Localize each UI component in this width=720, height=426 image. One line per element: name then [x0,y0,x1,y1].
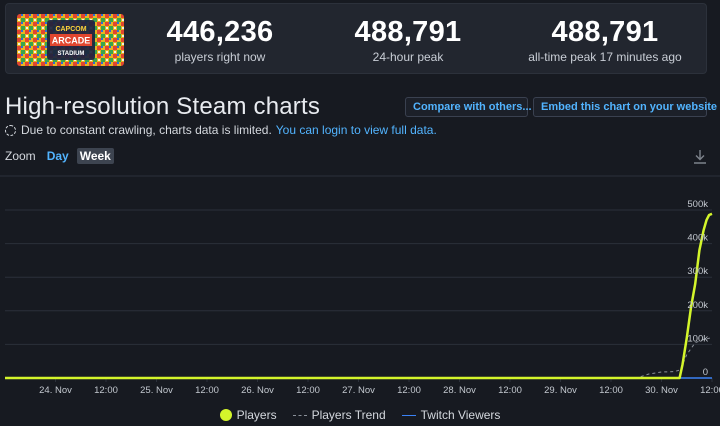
stat-label: all-time peak 17 minutes ago [528,50,682,64]
stat-all-time-peak: 488,791 all-time peak 17 minutes ago [524,16,686,65]
player-count-chart[interactable]: 0 100k 200k 300k 400k 500k 24. Nov 12:00 25. No… [0,168,720,404]
stats-card: CAPCOM ARCADE STADIUM 446,236 players ri… [5,3,707,74]
x-tick-label: 12:00 [195,385,219,396]
loading-circle-icon [5,124,16,136]
page-title: High-resolution Steam charts [5,93,321,120]
legend-item-players[interactable]: Players [219,408,277,422]
x-tick-label: 12:00 [498,385,522,396]
download-icon[interactable] [692,149,708,165]
embed-chart-button[interactable]: Embed this chart on your website [533,97,717,117]
legend-swatch-twitch [401,414,416,416]
legend-label-twitch-viewers: Twitch Viewers [420,408,501,422]
stat-value: 488,791 [354,16,462,48]
legend-label-players: Players [236,408,277,422]
chart-legend: Players Players Trend Twitch Viewers [0,406,720,424]
compare-button[interactable]: Compare with others... [405,97,532,117]
x-tick-label: 27. Nov [342,385,375,396]
zoom-controls: Zoom Day Week [5,148,119,164]
notice-text: Due to constant crawling, charts data is… [21,123,272,137]
logo-text-capcom: CAPCOM [55,26,86,33]
x-tick-label: 26. Nov [241,385,274,396]
legend-item-twitch-viewers[interactable]: Twitch Viewers [401,408,501,422]
y-axis-ticks: 0 100k 200k 300k 400k 500k [687,199,708,378]
x-tick-label: 12:00 [296,385,320,396]
x-tick-label: 12:00 [397,385,421,396]
legend-swatch-trend [292,414,307,416]
legend-item-players-trend[interactable]: Players Trend [292,408,386,422]
app-logo[interactable]: CAPCOM ARCADE STADIUM [17,14,124,66]
y-tick-label: 100k [687,333,708,344]
data-limit-notice: Due to constant crawling, charts data is… [5,123,437,137]
x-tick-label: 12:00 [94,385,118,396]
legend-swatch-players [219,409,232,421]
stat-24h-peak: 488,791 24-hour peak [346,16,470,65]
zoom-week-button[interactable]: Week [76,148,114,164]
series-players-line [5,212,713,380]
y-tick-label: 400k [687,233,708,244]
series-players-trend-line [5,337,713,379]
y-tick-label: 300k [687,266,708,277]
zoom-day-button[interactable]: Day [46,149,69,163]
x-tick-label: 12:00 [700,385,720,396]
x-tick-label: 30. Nov [645,385,678,396]
y-tick-label: 0 [703,367,708,378]
zoom-label: Zoom [5,149,36,163]
stat-current-players: 446,236 players right now [158,16,282,65]
x-tick-label: 25. Nov [140,385,173,396]
chart-series [5,212,713,380]
y-tick-label: 500k [687,199,708,210]
login-link[interactable]: You can login to view full data. [275,123,437,137]
legend-label-players-trend: Players Trend [311,408,386,422]
stat-value: 488,791 [551,16,659,48]
stat-value: 446,236 [166,16,274,48]
logo-text-arcade: ARCADE [52,36,91,46]
y-tick-label: 200k [687,300,708,311]
x-tick-label: 28. Nov [443,385,476,396]
chart-grid [0,175,720,382]
x-tick-label: 12:00 [599,385,623,396]
stat-label: 24-hour peak [372,50,444,64]
stat-label: players right now [174,50,266,64]
x-axis-ticks: 24. Nov 12:00 25. Nov 12:00 26. Nov 12:00 27. … [39,385,720,396]
x-tick-label: 29. Nov [544,385,577,396]
logo-text-stadium: STADIUM [58,51,85,57]
x-tick-label: 24. Nov [39,385,72,396]
